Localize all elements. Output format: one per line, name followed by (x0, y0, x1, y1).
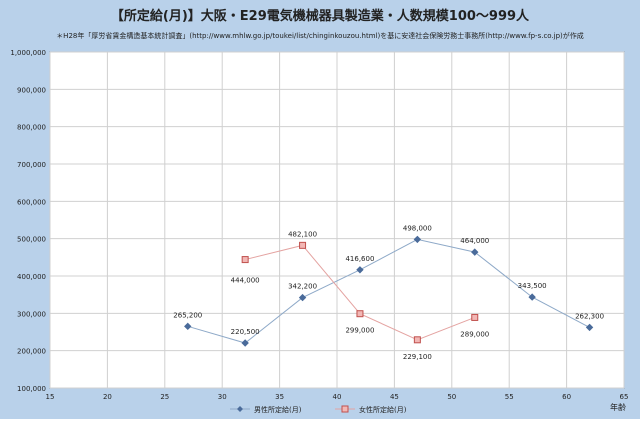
x-tick-label: 55 (505, 393, 514, 401)
data-point (471, 313, 479, 321)
chart-title: 【所定給(月)】大阪・E29電気機械器具製造業・人数規模100～999人 (111, 8, 530, 24)
series-line (187, 238, 590, 344)
data-label: 464,000 (460, 237, 489, 245)
data-point (241, 339, 249, 347)
legend-marker (237, 406, 243, 412)
x-tick-label: 25 (160, 393, 169, 401)
chart-subtitle: ＊H28年「厚労省賃金構造基本統計調査」(http://www.mhlw.go.… (56, 31, 584, 40)
data-point (184, 322, 192, 331)
x-tick-label: 15 (46, 393, 55, 401)
y-tick-label: 700,000 (17, 161, 46, 169)
legend-marker (341, 405, 349, 413)
data-label: 482,100 (288, 230, 317, 238)
y-tick-label: 500,000 (17, 236, 46, 244)
x-tick-label: 45 (390, 393, 399, 401)
series-male: 265,200 220,500 342,200 416,600 498,000 464,0… (173, 224, 604, 347)
x-tick-label: 65 (620, 393, 629, 401)
y-tick-label: 100,000 (17, 385, 46, 393)
x-tick-label: 60 (562, 393, 571, 401)
data-label: 299,000 (345, 327, 374, 335)
data-label: 416,600 (345, 255, 374, 263)
data-label: 265,200 (173, 311, 202, 319)
y-tick-label: 800,000 (17, 124, 46, 132)
series-layer: 265,200 220,500 342,200 416,600 498,000 464,0… (173, 224, 604, 360)
axes: 100,000 200,000 300,000 400,000 500,000 600,0… (10, 49, 628, 401)
data-label: 229,100 (403, 353, 432, 361)
data-label: 444,000 (231, 277, 260, 285)
y-tick-label: 600,000 (17, 198, 46, 206)
gridlines (49, 51, 625, 389)
x-axis-label: 年齢 (610, 402, 626, 412)
x-tick-label: 40 (333, 393, 342, 401)
y-tick-label: 200,000 (17, 348, 46, 356)
data-label: 343,500 (518, 282, 547, 290)
data-point (528, 293, 536, 301)
data-point (298, 293, 307, 302)
x-tick-label: 30 (218, 393, 227, 401)
y-tick-label: 400,000 (17, 273, 46, 281)
y-tick-label: 1,000,000 (10, 49, 46, 57)
data-point (585, 323, 594, 332)
data-label: 220,500 (231, 328, 260, 336)
data-point (356, 266, 364, 274)
data-point (471, 248, 479, 256)
series-female: 444,000 482,100 299,000 229,100 289,000 (231, 230, 490, 360)
legend-item: 男性所定給(月) (230, 405, 302, 414)
data-label: 498,000 (403, 224, 432, 232)
x-tick-label: 35 (275, 393, 284, 401)
data-label: 342,200 (288, 283, 317, 291)
data-point (241, 256, 249, 264)
y-tick-label: 900,000 (17, 86, 46, 94)
data-point (413, 336, 421, 344)
data-point (356, 310, 364, 318)
data-point (299, 241, 307, 249)
legend: 男性所定給(月) 女性所定給(月) (230, 405, 407, 414)
y-tick-label: 300,000 (17, 310, 46, 318)
x-tick-label: 50 (447, 393, 456, 401)
legend-label: 男性所定給(月) (254, 405, 302, 414)
data-point (413, 235, 422, 244)
x-tick-label: 20 (103, 393, 112, 401)
legend-item: 女性所定給(月) (335, 405, 407, 414)
data-label: 262,300 (575, 312, 604, 320)
data-label: 289,000 (460, 330, 489, 338)
legend-label: 女性所定給(月) (359, 405, 407, 414)
